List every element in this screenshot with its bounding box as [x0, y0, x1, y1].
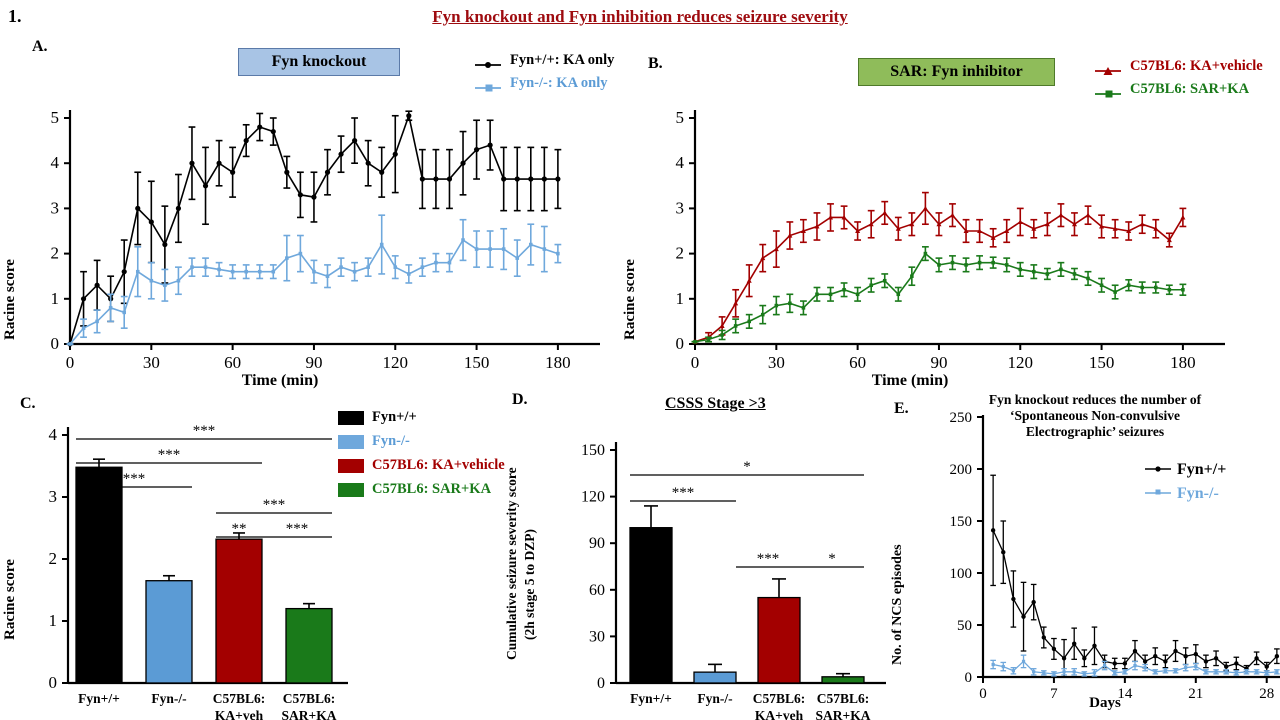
- svg-text:0: 0: [691, 353, 700, 372]
- svg-text:90: 90: [930, 353, 947, 372]
- svg-text:SAR+KA: SAR+KA: [282, 708, 337, 720]
- svg-text:28: 28: [1259, 686, 1274, 702]
- svg-text:*: *: [743, 459, 751, 475]
- svg-text:0: 0: [49, 673, 58, 692]
- svg-text:3: 3: [49, 487, 58, 506]
- svg-text:0: 0: [51, 334, 60, 353]
- svg-text:Fyn-/-: Fyn-/-: [1177, 485, 1219, 502]
- svg-text:3: 3: [676, 198, 685, 217]
- svg-text:**: **: [232, 521, 247, 537]
- svg-text:0: 0: [979, 686, 987, 702]
- svg-text:Fyn+/+: Fyn+/+: [1177, 461, 1226, 478]
- svg-text:4: 4: [676, 153, 685, 172]
- svg-text:*: *: [828, 551, 836, 567]
- svg-text:C57BL6:: C57BL6:: [283, 691, 336, 706]
- svg-text:0: 0: [597, 675, 605, 692]
- svg-text:0: 0: [965, 670, 973, 686]
- svg-text:3: 3: [51, 198, 60, 217]
- svg-text:90: 90: [589, 535, 605, 552]
- svg-text:30: 30: [143, 353, 160, 372]
- svg-text:***: ***: [672, 485, 695, 501]
- svg-text:120: 120: [383, 353, 409, 372]
- svg-text:100: 100: [950, 566, 973, 582]
- svg-text:Fyn-/-: Fyn-/-: [151, 691, 186, 706]
- svg-text:C57BL6:: C57BL6:: [213, 691, 266, 706]
- svg-text:***: ***: [193, 423, 216, 439]
- svg-text:***: ***: [158, 447, 181, 463]
- svg-text:5: 5: [51, 108, 60, 127]
- svg-text:5: 5: [676, 108, 685, 127]
- svg-text:2: 2: [51, 244, 60, 263]
- svg-text:120: 120: [581, 489, 605, 506]
- svg-text:2: 2: [49, 549, 58, 568]
- svg-text:KA+veh: KA+veh: [215, 708, 264, 720]
- svg-text:C57BL6:: C57BL6:: [753, 691, 806, 706]
- svg-text:150: 150: [1089, 353, 1115, 372]
- svg-text:60: 60: [589, 582, 605, 599]
- svg-text:21: 21: [1188, 686, 1203, 702]
- svg-text:150: 150: [581, 442, 605, 459]
- svg-text:30: 30: [768, 353, 785, 372]
- svg-text:250: 250: [950, 410, 973, 426]
- svg-text:Fyn+/+: Fyn+/+: [630, 691, 672, 706]
- svg-text:4: 4: [51, 153, 60, 172]
- svg-text:***: ***: [263, 497, 286, 513]
- svg-text:0: 0: [676, 334, 685, 353]
- svg-text:30: 30: [589, 628, 605, 645]
- svg-text:***: ***: [757, 551, 780, 567]
- svg-text:***: ***: [123, 471, 146, 487]
- svg-text:1: 1: [51, 289, 60, 308]
- svg-text:180: 180: [1170, 353, 1196, 372]
- svg-text:120: 120: [1008, 353, 1034, 372]
- svg-text:60: 60: [849, 353, 866, 372]
- svg-text:60: 60: [224, 353, 241, 372]
- svg-text:180: 180: [545, 353, 571, 372]
- svg-text:50: 50: [957, 618, 972, 634]
- svg-text:Fyn+/+: Fyn+/+: [78, 691, 120, 706]
- svg-text:SAR+KA: SAR+KA: [816, 708, 871, 720]
- svg-text:150: 150: [464, 353, 490, 372]
- svg-text:C57BL6:: C57BL6:: [817, 691, 870, 706]
- svg-text:Fyn-/-: Fyn-/-: [697, 691, 732, 706]
- svg-text:1: 1: [676, 289, 685, 308]
- svg-text:4: 4: [49, 425, 58, 444]
- svg-text:***: ***: [286, 521, 309, 537]
- svg-text:90: 90: [305, 353, 322, 372]
- svg-text:200: 200: [950, 462, 973, 478]
- svg-text:150: 150: [950, 514, 973, 530]
- svg-text:2: 2: [676, 244, 685, 263]
- svg-text:0: 0: [66, 353, 75, 372]
- svg-text:1: 1: [49, 611, 58, 630]
- svg-text:KA+veh: KA+veh: [755, 708, 804, 720]
